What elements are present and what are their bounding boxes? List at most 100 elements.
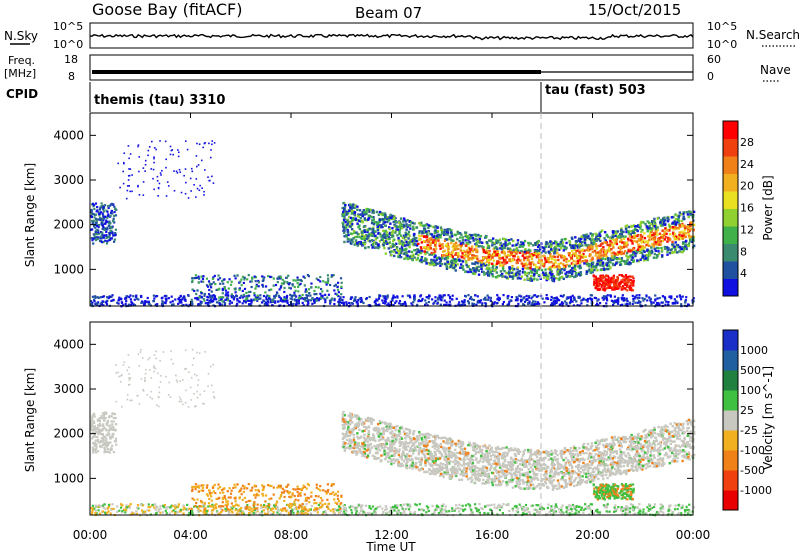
scatter-cell [475, 303, 478, 307]
scatter-cell [254, 280, 257, 283]
scatter-cell [366, 229, 370, 232]
scatter-cell [376, 303, 379, 307]
scatter-cell [661, 254, 664, 257]
scatter-cell [268, 294, 271, 298]
scatter-cell [656, 233, 659, 236]
scatter-cell [633, 239, 636, 243]
scatter-cell [307, 288, 311, 291]
scatter-cell [664, 230, 667, 233]
scatter-cell [616, 278, 620, 281]
scatter-cell [681, 245, 684, 249]
scatter-cell [671, 225, 675, 229]
scatter-cell [684, 232, 688, 235]
scatter-cell [508, 300, 511, 303]
scatter-cell [405, 240, 408, 244]
scatter-cell [547, 503, 550, 506]
scatter-cell [479, 299, 483, 302]
scatter-cell [620, 259, 624, 262]
scatter-cell [427, 300, 430, 304]
scatter-cell [480, 264, 483, 267]
scatter-cell [320, 296, 323, 300]
scatter-cell [203, 190, 205, 193]
scatter-cell [683, 217, 686, 221]
scatter-cell [677, 238, 680, 241]
scatter-cell [285, 296, 289, 299]
scatter-cell [90, 215, 93, 218]
scatter-cell [90, 208, 93, 212]
scatter-cell [660, 255, 664, 259]
scatter-cell [590, 299, 593, 302]
scatter-cell [242, 512, 245, 515]
scatter-cell [345, 213, 348, 216]
scatter-cell [391, 214, 394, 218]
scatter-cell [110, 508, 113, 512]
scatter-cell [417, 254, 420, 257]
scatter-cell [391, 296, 395, 300]
scatter-cell [604, 267, 608, 271]
scatter-cell [277, 275, 280, 278]
scatter-cell [452, 239, 455, 243]
scatter-cell [540, 260, 544, 263]
scatter-cell [661, 219, 665, 223]
scatter-cell [417, 298, 421, 302]
scatter-cell [467, 270, 470, 274]
scatter-cell [528, 300, 531, 303]
scatter-cell [91, 239, 94, 242]
scatter-cell [631, 253, 635, 256]
scatter-cell [223, 278, 226, 281]
scatter-cell [346, 219, 349, 222]
scatter-cell [644, 222, 647, 226]
scatter-cell [348, 209, 351, 212]
scatter-cell [588, 245, 591, 248]
scatter-cell [321, 503, 324, 506]
scatter-cell [291, 283, 294, 286]
scatter-cell [146, 296, 149, 300]
scatter-cell [597, 304, 600, 307]
scatter-cell [453, 509, 456, 512]
scatter-cell [551, 304, 554, 307]
scatter-cell [674, 248, 677, 251]
scatter-cell [692, 239, 695, 242]
scatter-cell [179, 508, 182, 511]
scatter-cell [208, 288, 211, 292]
scatter-cell [549, 273, 553, 276]
scatter-cell [159, 172, 162, 174]
scatter-cell [578, 261, 581, 265]
scatter-cell [307, 275, 310, 278]
scatter-cell [555, 300, 558, 303]
scatter-cell [505, 256, 509, 259]
scatter-cell [93, 204, 96, 207]
scatter-cell [405, 251, 408, 254]
scatter-cell [112, 217, 115, 220]
scatter-cell [309, 299, 312, 302]
scatter-cell [565, 241, 568, 245]
scatter-cell [663, 216, 666, 219]
scatter-cell [633, 297, 636, 300]
scatter-cell [598, 236, 601, 239]
scatter-cell [638, 296, 641, 299]
scatter-cell [625, 251, 629, 255]
scatter-cell [299, 279, 302, 282]
scatter-cell [355, 235, 359, 239]
scatter-cell [410, 250, 414, 254]
scatter-cell [353, 243, 356, 246]
scatter-cell [671, 240, 674, 244]
scatter-cell [244, 301, 247, 304]
scatter-cell [683, 247, 686, 250]
scatter-cell [139, 503, 143, 507]
scatter-cell [409, 227, 412, 230]
scatter-cell [478, 241, 481, 244]
scatter-cell [443, 239, 447, 242]
scatter-cell [346, 222, 350, 225]
scatter-cell [661, 217, 665, 221]
scatter-cell [603, 249, 606, 252]
scatter-cell [386, 304, 389, 307]
scatter-cell [223, 302, 227, 305]
scatter-cell [406, 219, 409, 222]
scatter-cell [668, 506, 671, 509]
scatter-cell [153, 156, 155, 158]
scatter-cell [565, 257, 568, 261]
scatter-cell [614, 504, 617, 507]
scatter-cell [467, 242, 470, 246]
scatter-cell [632, 512, 636, 516]
